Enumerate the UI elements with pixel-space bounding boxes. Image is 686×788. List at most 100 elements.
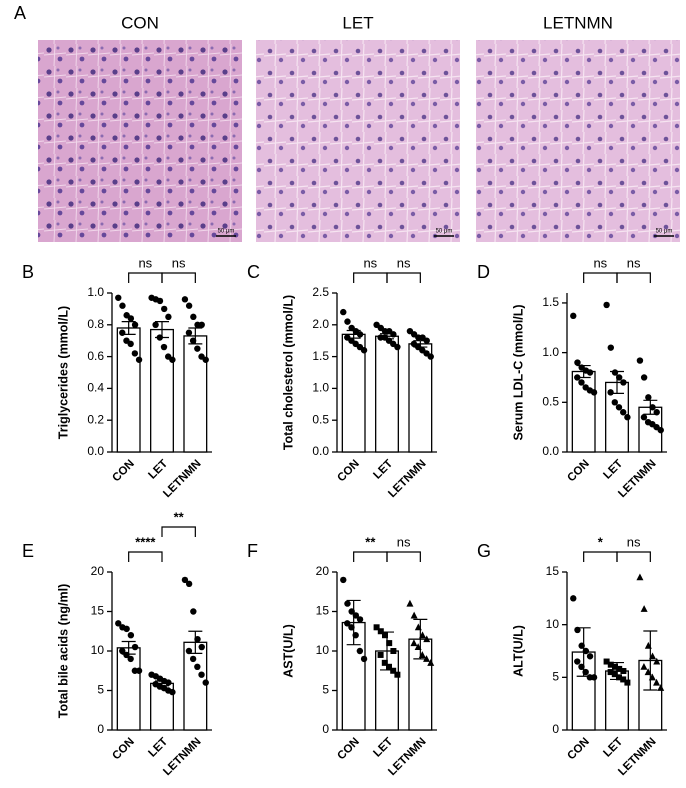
data-point	[616, 374, 623, 381]
data-point	[603, 658, 610, 665]
y-tick-label: 0	[552, 722, 559, 736]
y-tick-label: 1.0	[87, 285, 104, 299]
x-tick-label: CON	[335, 458, 362, 485]
data-point	[348, 624, 355, 631]
data-point	[586, 369, 594, 376]
data-point	[582, 668, 589, 676]
data-point	[115, 294, 122, 301]
significance-bracket	[583, 272, 618, 283]
x-tick-label: CON	[335, 736, 362, 763]
data-point	[640, 605, 648, 612]
data-point	[127, 632, 135, 639]
data-point	[653, 657, 661, 665]
panel-label: E	[22, 541, 34, 561]
data-point	[620, 676, 627, 683]
x-tick-label: CON	[110, 736, 137, 763]
y-tick-label: 0.0	[542, 444, 559, 458]
data-point	[169, 688, 176, 696]
data-point	[590, 389, 598, 396]
data-point	[340, 308, 347, 316]
significance-label: ns	[593, 255, 607, 270]
data-point	[156, 297, 164, 305]
data-point	[620, 668, 627, 675]
image-title: LETNMN	[543, 13, 613, 32]
y-tick-label: 20	[91, 564, 105, 578]
significance-bracket	[353, 551, 388, 562]
data-point	[649, 404, 656, 411]
significance-label: *	[598, 534, 604, 549]
data-point	[344, 318, 351, 325]
data-point	[410, 639, 418, 647]
panel-label: F	[247, 541, 258, 561]
data-point	[123, 651, 130, 659]
data-point	[185, 580, 193, 588]
data-point	[410, 611, 418, 619]
significance-bracket	[161, 526, 196, 537]
data-point	[194, 345, 201, 352]
data-point	[607, 344, 614, 351]
data-point	[381, 659, 388, 666]
data-point	[640, 663, 648, 670]
data-point	[169, 356, 176, 363]
y-tick-label: 1.5	[312, 349, 329, 363]
data-point	[123, 625, 130, 633]
y-tick-label: 5	[97, 683, 104, 697]
y-tick-label: 0	[97, 722, 104, 736]
data-point	[194, 663, 201, 670]
y-tick-label: 15	[316, 604, 330, 618]
significance-label: **	[365, 534, 376, 549]
y-tick-label: 10	[316, 643, 330, 657]
significance-label: ns	[397, 255, 411, 270]
data-point	[578, 642, 585, 649]
data-point	[624, 414, 631, 421]
data-point	[127, 340, 134, 348]
data-point	[427, 659, 435, 666]
data-point	[418, 651, 426, 658]
y-axis-title: AST(U/L)	[281, 624, 295, 677]
image-title: CON	[121, 13, 159, 32]
data-point	[189, 337, 197, 344]
data-point	[165, 313, 172, 321]
data-point	[586, 653, 594, 660]
data-point	[615, 404, 623, 411]
data-point	[394, 671, 401, 678]
data-point	[611, 369, 619, 376]
y-axis-title: Total cholesterol (mmol/L)	[281, 295, 295, 450]
data-point	[616, 674, 622, 681]
y-tick-label: 10	[546, 617, 560, 631]
y-tick-label: 20	[316, 564, 330, 578]
y-tick-label: 0.6	[87, 349, 104, 363]
y-tick-label: 0.5	[542, 394, 559, 408]
data-point	[644, 668, 652, 676]
scale-bar-label: 50 μm	[436, 229, 453, 235]
data-point	[119, 647, 126, 655]
significance-label: ns	[172, 255, 186, 270]
x-tick-label: CON	[565, 458, 592, 485]
data-point	[607, 389, 614, 396]
data-point	[607, 669, 614, 676]
significance-label: ns	[627, 534, 641, 549]
data-point	[202, 356, 209, 363]
data-point	[644, 641, 652, 649]
y-tick-label: 0.2	[87, 412, 104, 426]
data-point	[386, 640, 393, 647]
x-tick-label: LET	[601, 736, 625, 760]
data-point	[131, 643, 139, 651]
x-tick-label: CON	[565, 736, 592, 763]
data-point	[390, 331, 397, 338]
bar	[375, 335, 399, 453]
significance-bracket	[386, 272, 421, 283]
significance-label: ns	[138, 255, 152, 270]
significance-bracket	[616, 272, 651, 283]
data-point	[382, 632, 388, 639]
x-tick-label: LET	[371, 736, 395, 760]
significance-label: **	[174, 509, 185, 524]
y-tick-label: 1.0	[542, 345, 559, 359]
data-point	[185, 647, 193, 655]
data-point	[390, 667, 397, 674]
data-point	[194, 635, 201, 643]
data-point	[386, 663, 392, 670]
data-point	[570, 312, 577, 320]
data-point	[198, 643, 205, 651]
panel-label: B	[22, 262, 34, 282]
